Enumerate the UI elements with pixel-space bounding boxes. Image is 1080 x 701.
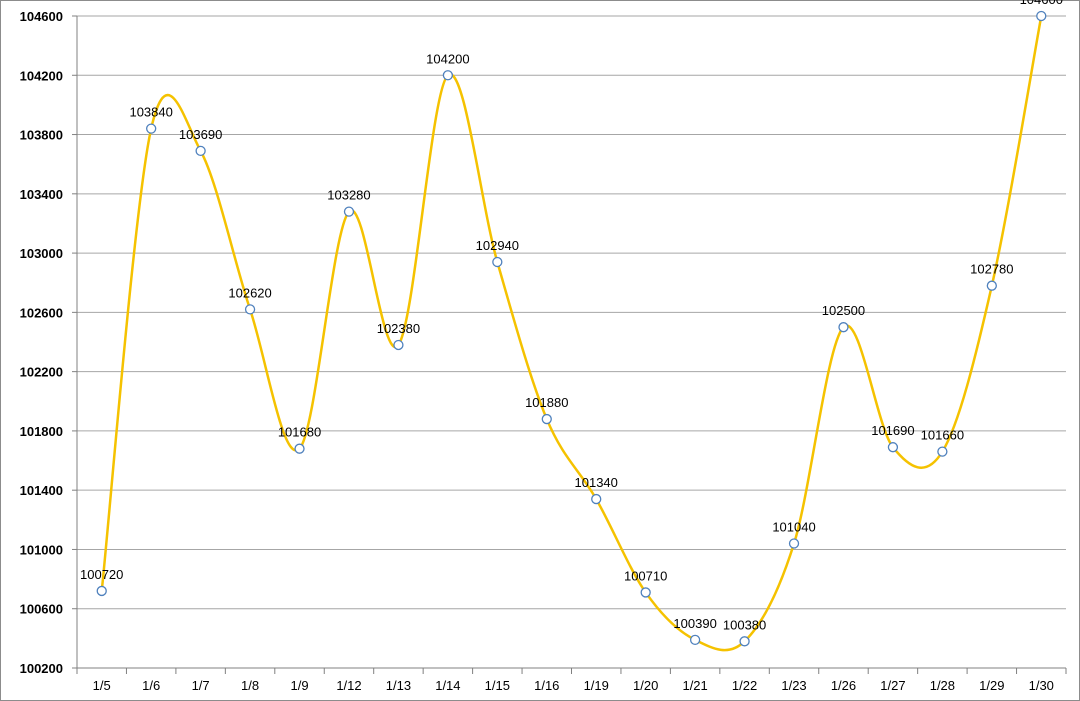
y-tick-label: 103400 [20,187,63,202]
x-tick-label: 1/30 [1029,678,1054,693]
data-point [640,587,651,598]
data-label: 103840 [129,105,172,120]
data-label: 102940 [476,238,519,253]
data-label: 101040 [772,520,815,535]
data-points [96,10,1047,647]
x-tick-label: 1/13 [386,678,411,693]
y-tick-label: 100600 [20,602,63,617]
data-label: 101680 [278,425,321,440]
data-label: 101660 [921,428,964,443]
data-label: 102500 [822,303,865,318]
series-group [100,15,1043,652]
data-point [492,256,503,268]
data-label: 101880 [525,395,568,410]
data-point [887,442,899,453]
data-point [195,145,206,156]
x-tick-label: 1/5 [93,678,111,693]
x-tick-label: 1/26 [831,678,856,693]
x-tick-label: 1/8 [241,678,259,693]
data-point [838,322,849,333]
y-tick-label: 102200 [20,365,63,380]
data-label: 101340 [575,475,618,490]
x-tick-label: 1/12 [336,678,361,693]
data-label: 103690 [179,127,222,142]
y-tick-label: 104600 [20,9,63,24]
x-tick-label: 1/6 [142,678,160,693]
data-label: 100720 [80,567,123,582]
data-point [96,585,107,597]
data-point [343,206,355,217]
data-point [689,634,701,645]
x-tick-label: 1/14 [435,678,460,693]
series-line [100,15,1043,652]
data-label: 104600 [1020,0,1063,7]
data-point [541,413,552,425]
data-point [393,339,404,351]
x-tick-label: 1/7 [192,678,210,693]
y-tick-label: 101800 [20,424,63,439]
axes [72,15,1067,674]
data-label: 102780 [970,262,1013,277]
y-tick-label: 100200 [20,661,63,676]
data-point [1036,10,1047,22]
x-tick-label: 1/20 [633,678,658,693]
data-point [788,538,800,549]
y-tick-label: 104200 [20,68,63,83]
data-label: 102620 [228,285,271,300]
data-labels: 100720 103840 103690 102620 101680 103280 1023… [80,0,1063,632]
data-point [937,446,948,457]
y-tick-label: 101400 [20,483,63,498]
y-axis-ticks: 100200 100600 101000 101400 101800 102200 1026… [20,9,63,676]
data-label: 102380 [377,321,420,336]
x-tick-label: 1/15 [485,678,510,693]
y-tick-label: 101000 [20,542,63,557]
x-tick-label: 1/16 [534,678,559,693]
y-tick-label: 102600 [20,305,63,320]
data-point [591,493,602,505]
y-tick-label: 103800 [20,128,63,143]
y-tick-label: 103000 [20,246,63,261]
x-axis-ticks: 1/5 1/6 1/7 1/8 1/9 1/12 1/13 1/14 1/15 1/16 1/19 1… [93,678,1054,693]
data-label: 104200 [426,51,469,66]
x-tick-label: 1/19 [584,678,609,693]
x-tick-label: 1/28 [930,678,955,693]
x-tick-label: 1/27 [880,678,905,693]
x-tick-label: 1/21 [682,678,707,693]
x-tick-label: 1/29 [979,678,1004,693]
x-tick-label: 1/9 [290,678,308,693]
data-point [442,70,454,81]
x-tick-label: 1/22 [732,678,757,693]
data-point [244,304,256,315]
data-label: 103280 [327,188,370,203]
data-point [986,280,997,291]
data-label: 100380 [723,617,766,632]
gridlines [77,15,1066,669]
data-label: 100390 [673,616,716,631]
data-point [294,443,305,454]
data-label: 101690 [871,423,914,438]
data-label: 100710 [624,568,667,583]
data-point [146,123,157,134]
x-tick-label: 1/23 [781,678,806,693]
data-point [739,636,750,647]
